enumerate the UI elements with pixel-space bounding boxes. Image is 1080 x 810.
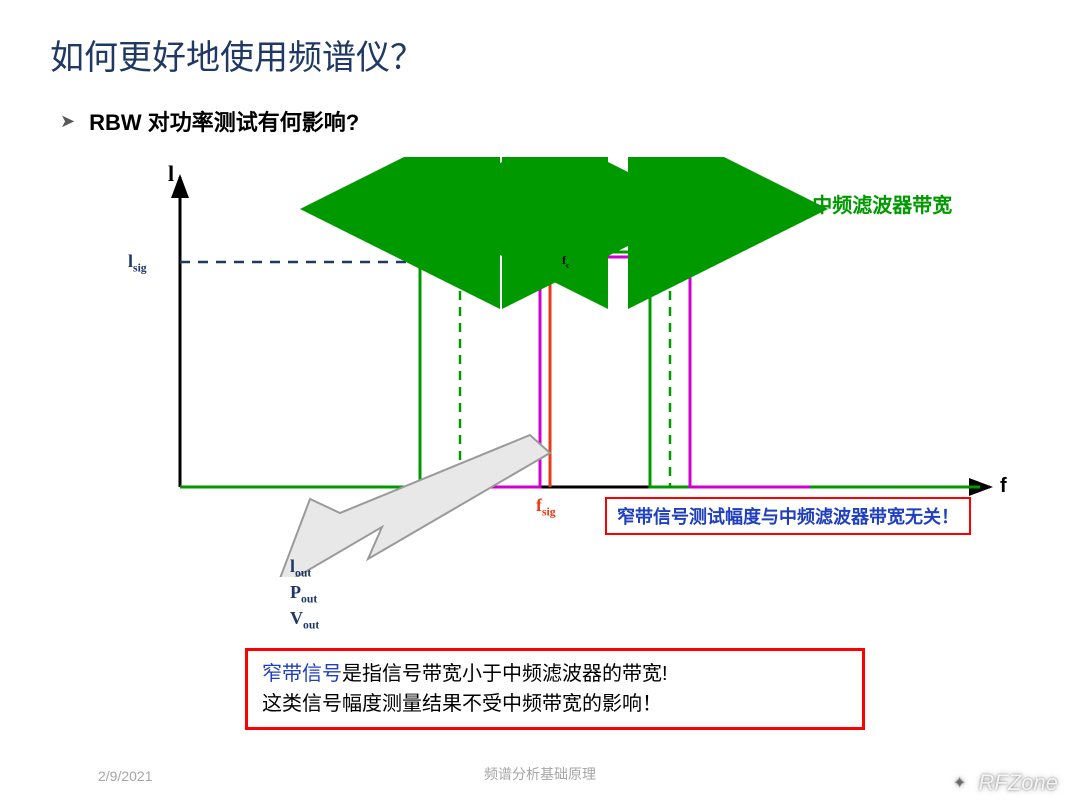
legend-bw: Bw: 中频滤波器带宽 xyxy=(770,189,952,218)
bullet-glyph: ➤ xyxy=(60,111,75,132)
bullet-row: ➤ RBW 对功率测试有何影响? xyxy=(60,105,1030,137)
watermark: ✦ RFZone xyxy=(947,770,1058,796)
axis-label-l: l xyxy=(168,161,174,187)
axis-label-f: f xyxy=(1000,475,1007,498)
wechat-icon: ✦ xyxy=(947,770,973,796)
box2-line1-rest: 是指信号带宽小于中频滤波器的带宽! xyxy=(342,663,668,685)
output-labels: lout Pout Vout xyxy=(290,555,319,634)
label-l-sig: lsig xyxy=(128,251,147,275)
label-fc: fc xyxy=(562,253,569,269)
box2-line2: 这类信号幅度测量结果不受中频带宽的影响！ xyxy=(262,689,848,719)
green-filter-shape xyxy=(180,252,980,487)
magenta-filter-shape xyxy=(410,257,810,487)
page-title: 如何更好地使用频谱仪？ xyxy=(50,30,1030,79)
label-f-sig: fsig xyxy=(536,495,556,519)
rbw-diagram: l f lsig fc fsig ΔBw Bw: 中频滤波器带宽 lout Po… xyxy=(110,157,1030,577)
box2-highlight: 窄带信号 xyxy=(262,663,342,685)
label-delta-bw: ΔBw xyxy=(498,221,547,247)
footer-center: 频谱分析基础原理 xyxy=(484,764,596,784)
callout-box-1: 窄带信号测试幅度与中频滤波器带宽无关！ xyxy=(605,497,971,535)
footer-date: 2/9/2021 xyxy=(98,768,153,784)
callout-box-2: 窄带信号是指信号带宽小于中频滤波器的带宽! 这类信号幅度测量结果不受中频带宽的影… xyxy=(245,648,865,730)
bullet-text: RBW 对功率测试有何影响? xyxy=(89,105,359,137)
